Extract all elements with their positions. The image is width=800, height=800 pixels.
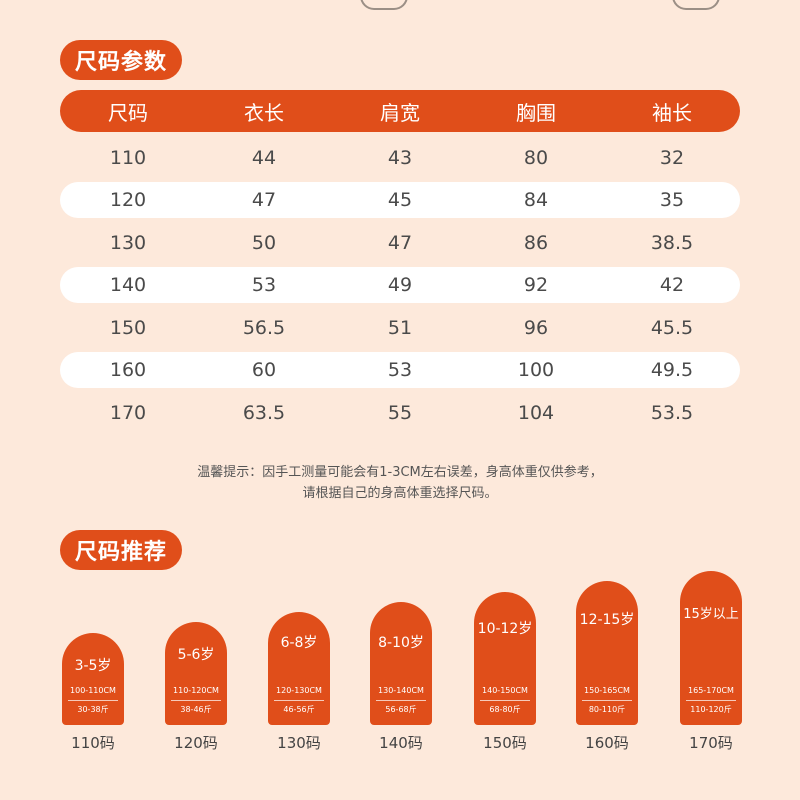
rec-age: 3-5岁 [74, 658, 112, 674]
recommend-card: 10-12岁 140-150CM 68-80斤 [474, 592, 536, 725]
cell-size: 110 [109, 147, 147, 169]
cell-shoulder: 55 [387, 402, 413, 424]
rec-age: 5-6岁 [177, 647, 215, 663]
cell-chest: 96 [523, 317, 549, 339]
rec-height: 140-150CM [482, 686, 528, 695]
header-size: 尺码 [108, 100, 148, 125]
cell-size: 140 [109, 274, 147, 296]
recommend-card: 15岁以上 165-170CM 110-120斤 [680, 571, 742, 725]
rec-age: 8-10岁 [378, 635, 424, 651]
rec-divider [171, 700, 221, 701]
cell-shoulder: 49 [387, 274, 413, 296]
rec-height: 110-120CM [173, 686, 219, 695]
rec-height: 120-130CM [276, 686, 322, 695]
cell-sleeve: 32 [659, 147, 685, 169]
header-length: 衣长 [244, 100, 284, 125]
rec-weight: 68-80斤 [489, 705, 521, 714]
rec-height: 130-140CM [378, 686, 424, 695]
note-line-2: 请根据自己的身高体重选择尺码。 [302, 486, 498, 501]
rec-divider [68, 700, 118, 701]
cell-shoulder: 51 [387, 317, 413, 339]
note-line-1: 温馨提示：因手工测量可能会有1-3CM左右误差，身高体重仅供参考， [197, 465, 603, 480]
cell-chest: 80 [523, 147, 549, 169]
recommend-card: 6-8岁 120-130CM 46-56斤 [268, 612, 330, 725]
cell-sleeve: 49.5 [650, 359, 694, 381]
rec-divider [376, 700, 426, 701]
rec-size-label: 110码 [71, 734, 115, 752]
rec-size-label: 140码 [379, 734, 423, 752]
cell-sleeve: 35 [659, 189, 685, 211]
table-row: 130 50 47 86 38.5 [60, 225, 740, 261]
header-chest: 胸围 [516, 100, 556, 125]
rec-weight: 46-56斤 [283, 705, 315, 714]
rec-divider [274, 700, 324, 701]
rec-weight: 56-68斤 [385, 705, 417, 714]
size-table-header: 尺码 衣长 肩宽 胸围 袖长 [60, 90, 740, 132]
cell-sleeve: 45.5 [650, 317, 694, 339]
cell-sleeve: 38.5 [650, 232, 694, 254]
cell-shoulder: 43 [387, 147, 413, 169]
cell-sleeve: 53.5 [650, 402, 694, 424]
cell-size: 170 [109, 402, 147, 424]
cell-shoulder: 53 [387, 359, 413, 381]
table-row: 140 53 49 92 42 [60, 267, 740, 303]
rec-weight: 30-38斤 [77, 705, 109, 714]
rec-size-label: 130码 [277, 734, 321, 752]
cell-length: 63.5 [242, 402, 286, 424]
measurement-note: 温馨提示：因手工测量可能会有1-3CM左右误差，身高体重仅供参考， 请根据自己的… [0, 462, 800, 504]
cell-length: 56.5 [242, 317, 286, 339]
rec-age: 12-15岁 [579, 612, 635, 628]
top-decoration-right [672, 0, 720, 10]
cell-length: 47 [251, 189, 277, 211]
header-sleeve: 袖长 [652, 100, 692, 125]
cell-shoulder: 47 [387, 232, 413, 254]
rec-height: 150-165CM [584, 686, 630, 695]
cell-chest: 86 [523, 232, 549, 254]
header-shoulder: 肩宽 [380, 100, 420, 125]
cell-shoulder: 45 [387, 189, 413, 211]
recommend-card: 5-6岁 110-120CM 38-46斤 [165, 622, 227, 725]
rec-age: 6-8岁 [280, 635, 318, 651]
cell-chest: 84 [523, 189, 549, 211]
rec-size-label: 170码 [689, 734, 733, 752]
rec-height: 165-170CM [688, 686, 734, 695]
table-row: 170 63.5 55 104 53.5 [60, 395, 740, 431]
table-row: 150 56.5 51 96 45.5 [60, 310, 740, 346]
top-decoration-left [360, 0, 408, 10]
table-row: 110 44 43 80 32 [60, 140, 740, 176]
size-recommend-title: 尺码推荐 [60, 530, 182, 570]
cell-size: 130 [109, 232, 147, 254]
rec-size-label: 160码 [585, 734, 629, 752]
rec-divider [480, 700, 530, 701]
rec-weight: 110-120斤 [690, 705, 732, 714]
cell-length: 50 [251, 232, 277, 254]
rec-height: 100-110CM [70, 686, 116, 695]
cell-size: 160 [109, 359, 147, 381]
cell-chest: 100 [517, 359, 555, 381]
rec-age: 10-12岁 [477, 621, 533, 637]
cell-length: 53 [251, 274, 277, 296]
cell-size: 120 [109, 189, 147, 211]
rec-size-label: 150码 [483, 734, 527, 752]
rec-size-label: 120码 [174, 734, 218, 752]
rec-divider [582, 700, 632, 701]
cell-length: 44 [251, 147, 277, 169]
cell-sleeve: 42 [659, 274, 685, 296]
size-params-title: 尺码参数 [60, 40, 182, 80]
rec-age: 15岁以上 [683, 607, 739, 622]
cell-chest: 92 [523, 274, 549, 296]
rec-weight: 38-46斤 [180, 705, 212, 714]
table-row: 120 47 45 84 35 [60, 182, 740, 218]
table-row: 160 60 53 100 49.5 [60, 352, 740, 388]
recommend-card: 3-5岁 100-110CM 30-38斤 [62, 633, 124, 725]
recommend-card: 12-15岁 150-165CM 80-110斤 [576, 581, 638, 725]
rec-weight: 80-110斤 [588, 705, 626, 714]
cell-size: 150 [109, 317, 147, 339]
recommend-card: 8-10岁 130-140CM 56-68斤 [370, 602, 432, 725]
rec-divider [686, 700, 736, 701]
cell-length: 60 [251, 359, 277, 381]
cell-chest: 104 [517, 402, 555, 424]
